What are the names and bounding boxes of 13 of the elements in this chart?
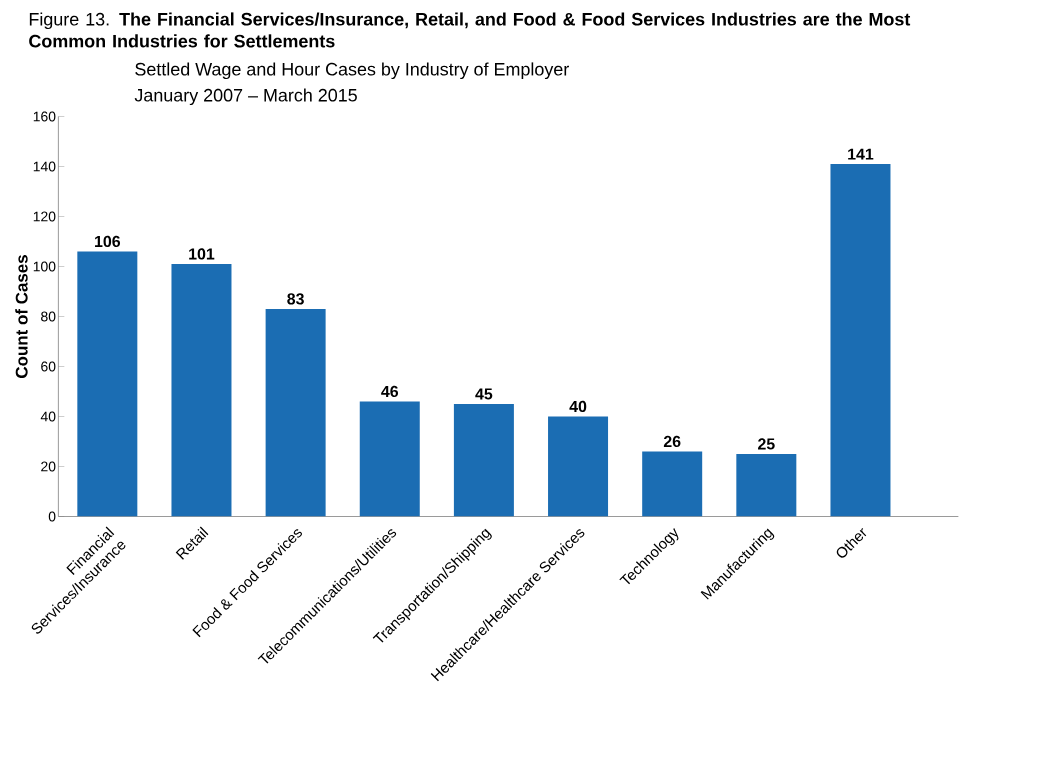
bar bbox=[77, 251, 138, 517]
chart-subtitle: Settled Wage and Hour Cases by Industry of Employer bbox=[135, 62, 569, 80]
bar bbox=[359, 401, 420, 517]
bar bbox=[171, 264, 232, 517]
y-axis-title: Count of Cases bbox=[15, 255, 28, 378]
bar bbox=[736, 454, 797, 517]
bar bbox=[642, 451, 703, 517]
bar bbox=[453, 404, 514, 517]
text: January 2007 – March 2015 bbox=[134, 88, 357, 106]
bar bbox=[265, 309, 326, 517]
bar bbox=[830, 164, 891, 517]
chart-title: Figure 13. The Financial Services/Insurance, Retail, and Food & Food Services Industries are the Most Common Industries for Settlements bbox=[29, 12, 911, 48]
bar bbox=[548, 416, 609, 517]
